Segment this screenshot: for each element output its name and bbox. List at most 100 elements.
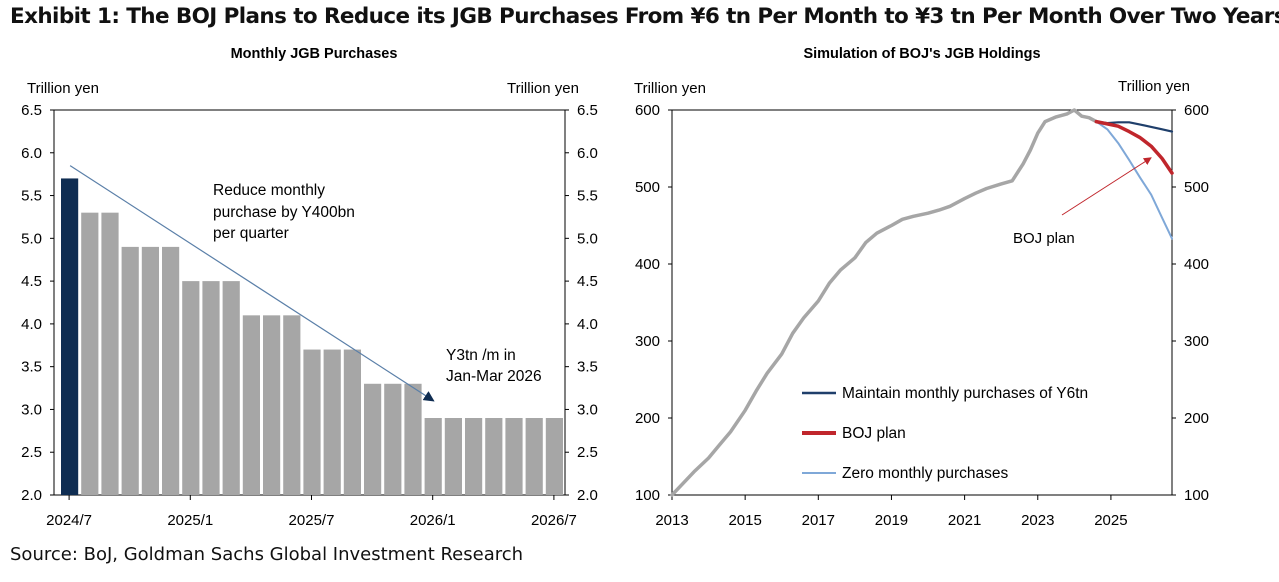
y-tick-label-right: 4.5 bbox=[577, 273, 598, 290]
right-right-y-axis-label: Trillion yen bbox=[1118, 78, 1190, 95]
annotation-line: Reduce monthly bbox=[213, 182, 325, 199]
left-chart-title: Monthly JGB Purchases bbox=[231, 46, 398, 62]
y-tick-label-left: 300 bbox=[635, 333, 660, 350]
bar bbox=[81, 212, 99, 495]
right-y-ticks: 100 100 200 200 300 300 400 400 500 500 600 600 bbox=[635, 102, 1209, 504]
bar bbox=[364, 383, 382, 495]
y-tick-label-right: 4.0 bbox=[577, 316, 598, 333]
legend-label: Zero monthly purchases bbox=[842, 465, 1009, 482]
bar bbox=[263, 315, 281, 495]
y-tick-label-left: 600 bbox=[635, 102, 660, 119]
bar bbox=[343, 349, 361, 495]
bar bbox=[323, 349, 341, 495]
x-tick-label: 2025/7 bbox=[289, 512, 335, 529]
bar bbox=[141, 246, 159, 495]
bar bbox=[444, 418, 462, 495]
y-tick-label-right: 3.0 bbox=[577, 401, 598, 418]
legend-label: Maintain monthly purchases of Y6tn bbox=[842, 385, 1088, 402]
annotation-reduce-monthly: Reduce monthly purchase by Y400bn per qu… bbox=[213, 182, 359, 242]
y-tick-label-left: 100 bbox=[635, 487, 660, 504]
bar bbox=[404, 383, 422, 495]
jgb-holdings-chart: Simulation of BOJ's JGB Holdings Trillio… bbox=[634, 46, 1209, 529]
bar bbox=[162, 246, 180, 495]
y-tick-label-right: 5.5 bbox=[577, 188, 598, 205]
annotation-line: purchase by Y400bn bbox=[213, 204, 355, 221]
y-tick-label-left: 6.5 bbox=[21, 102, 42, 119]
left-y-axis-label: Trillion yen bbox=[27, 80, 99, 97]
y-tick-label-right: 6.5 bbox=[577, 102, 598, 119]
left-y-ticks: 2.0 2.0 2.5 2.5 3.0 3.0 3.5 3.5 4.0 4.0 4.5 4.5 5.0 5… bbox=[21, 102, 598, 504]
line-series bbox=[670, 108, 1174, 497]
y-tick-label-right: 3.5 bbox=[577, 359, 598, 376]
bar bbox=[384, 383, 402, 495]
y-tick-label-right: 6.0 bbox=[577, 145, 598, 162]
x-tick-label: 2026/7 bbox=[531, 512, 577, 529]
y-tick-label-left: 400 bbox=[635, 256, 660, 273]
legend-label: BOJ plan bbox=[842, 425, 906, 442]
y-tick-label-right: 200 bbox=[1184, 410, 1209, 427]
monthly-purchases-chart: Monthly JGB Purchases Trillion yen Trill… bbox=[21, 46, 598, 529]
x-tick-label: 2019 bbox=[875, 512, 908, 529]
y-tick-label-right: 300 bbox=[1184, 333, 1209, 350]
y-tick-label-left: 3.5 bbox=[21, 359, 42, 376]
bar bbox=[101, 212, 119, 495]
y-tick-label-right: 600 bbox=[1184, 102, 1209, 119]
series-line-history bbox=[670, 108, 1099, 497]
x-tick-label: 2021 bbox=[948, 512, 981, 529]
bar-series bbox=[61, 178, 563, 495]
y-tick-label-right: 400 bbox=[1184, 256, 1209, 273]
bar bbox=[222, 281, 240, 495]
annotation-line: Y3tn /m in bbox=[446, 347, 516, 364]
series-line-zero-monthly-purchases bbox=[1095, 120, 1173, 240]
bar bbox=[283, 315, 301, 495]
y-tick-label-right: 2.5 bbox=[577, 444, 598, 461]
right-y-axis-label: Trillion yen bbox=[507, 80, 579, 97]
y-tick-label-left: 6.0 bbox=[21, 145, 42, 162]
y-tick-label-left: 200 bbox=[635, 410, 660, 427]
boj-plan-arrow bbox=[1061, 157, 1152, 216]
bar bbox=[485, 418, 503, 495]
y-tick-label-left: 2.0 bbox=[21, 487, 42, 504]
bar bbox=[182, 281, 200, 495]
y-tick-label-left: 3.0 bbox=[21, 401, 42, 418]
y-tick-label-left: 2.5 bbox=[21, 444, 42, 461]
bar bbox=[61, 178, 79, 495]
legend: Maintain monthly purchases of Y6tn BOJ pl… bbox=[802, 385, 1088, 482]
right-left-y-axis-label: Trillion yen bbox=[634, 80, 706, 97]
bar bbox=[505, 418, 523, 495]
x-tick-label: 2025/1 bbox=[167, 512, 213, 529]
x-tick-label: 2017 bbox=[802, 512, 835, 529]
y-tick-label-right: 500 bbox=[1184, 179, 1209, 196]
trend-arrow bbox=[69, 165, 435, 402]
right-chart-title: Simulation of BOJ's JGB Holdings bbox=[803, 46, 1040, 62]
bar bbox=[303, 349, 321, 495]
annotation-line: Jan-Mar 2026 bbox=[446, 368, 542, 385]
series-line-boj-plan bbox=[1094, 119, 1174, 175]
x-tick-label: 2025 bbox=[1094, 512, 1127, 529]
x-tick-label: 2023 bbox=[1021, 512, 1054, 529]
exhibit-title: Exhibit 1: The BOJ Plans to Reduce its J… bbox=[10, 4, 1279, 29]
bar bbox=[525, 418, 543, 495]
x-tick-label: 2024/7 bbox=[46, 512, 92, 529]
bar bbox=[121, 246, 139, 495]
x-tick-label: 2013 bbox=[655, 512, 688, 529]
bar bbox=[242, 315, 260, 495]
x-tick-label: 2015 bbox=[728, 512, 761, 529]
bar bbox=[465, 418, 483, 495]
y-tick-label-right: 100 bbox=[1184, 487, 1209, 504]
bar bbox=[424, 418, 442, 495]
bar bbox=[545, 418, 563, 495]
y-tick-label-right: 5.0 bbox=[577, 230, 598, 247]
y-tick-label-right: 2.0 bbox=[577, 487, 598, 504]
y-tick-label-left: 500 bbox=[635, 179, 660, 196]
bar bbox=[202, 281, 220, 495]
y-tick-label-left: 5.0 bbox=[21, 230, 42, 247]
right-x-ticks: 2013 2015 2017 2019 2021 2023 2025 bbox=[655, 495, 1128, 529]
y-tick-label-left: 5.5 bbox=[21, 188, 42, 205]
x-tick-label: 2026/1 bbox=[410, 512, 456, 529]
left-x-ticks: 2024/7 2025/1 2025/7 2026/1 2026/7 bbox=[46, 495, 577, 529]
y-tick-label-left: 4.0 bbox=[21, 316, 42, 333]
source-note: Source: BoJ, Goldman Sachs Global Invest… bbox=[10, 544, 524, 565]
annotation-line: per quarter bbox=[213, 225, 289, 242]
